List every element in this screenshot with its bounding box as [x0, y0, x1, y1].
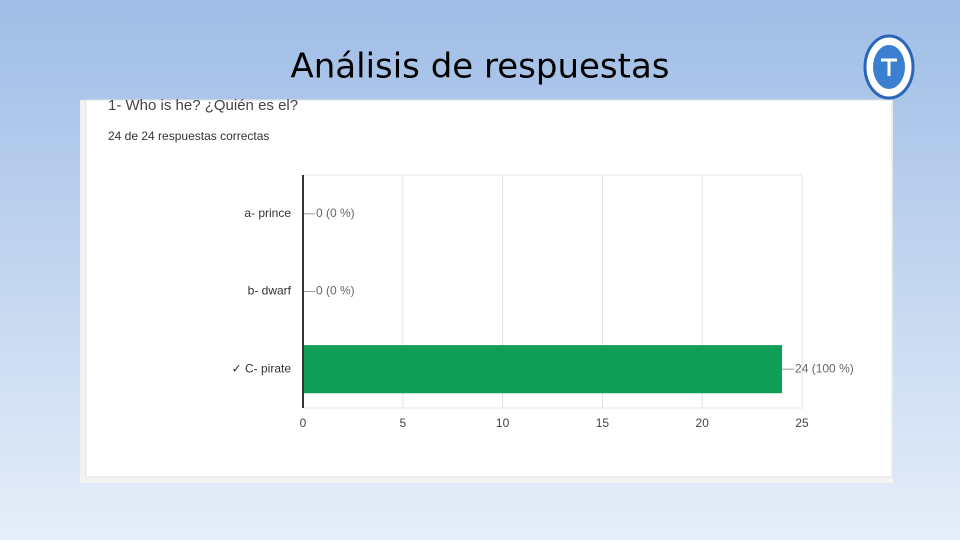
slide-title: Análisis de respuestas	[290, 47, 669, 87]
y-tick-label: ✓ C- pirate	[232, 361, 292, 375]
value-label: 0 (0 %)	[316, 206, 355, 220]
x-tick-label: 15	[596, 416, 610, 430]
bar	[303, 345, 783, 394]
plot: 0 5 10 15 20 25 a- prince 0 (0 %) b- dwarf 0 (0 %…	[232, 174, 854, 430]
x-tick-label: 25	[795, 416, 809, 430]
value-label: 0 (0 %)	[316, 284, 355, 298]
x-tick-label: 10	[496, 416, 510, 430]
logo	[863, 34, 915, 100]
x-tick-label: 5	[399, 416, 406, 430]
x-tick-label: 0	[300, 416, 307, 430]
y-tick-label: a- prince	[244, 206, 291, 220]
y-tick-label: b- dwarf	[248, 284, 292, 298]
card	[85, 99, 893, 478]
x-tick-label: 20	[696, 416, 710, 430]
value-label: 24 (100 %)	[795, 361, 854, 375]
question-title: 1- Who is he? ¿Quién es el?	[108, 97, 298, 114]
question-subtitle: 24 de 24 respuestas correctas	[108, 129, 269, 143]
